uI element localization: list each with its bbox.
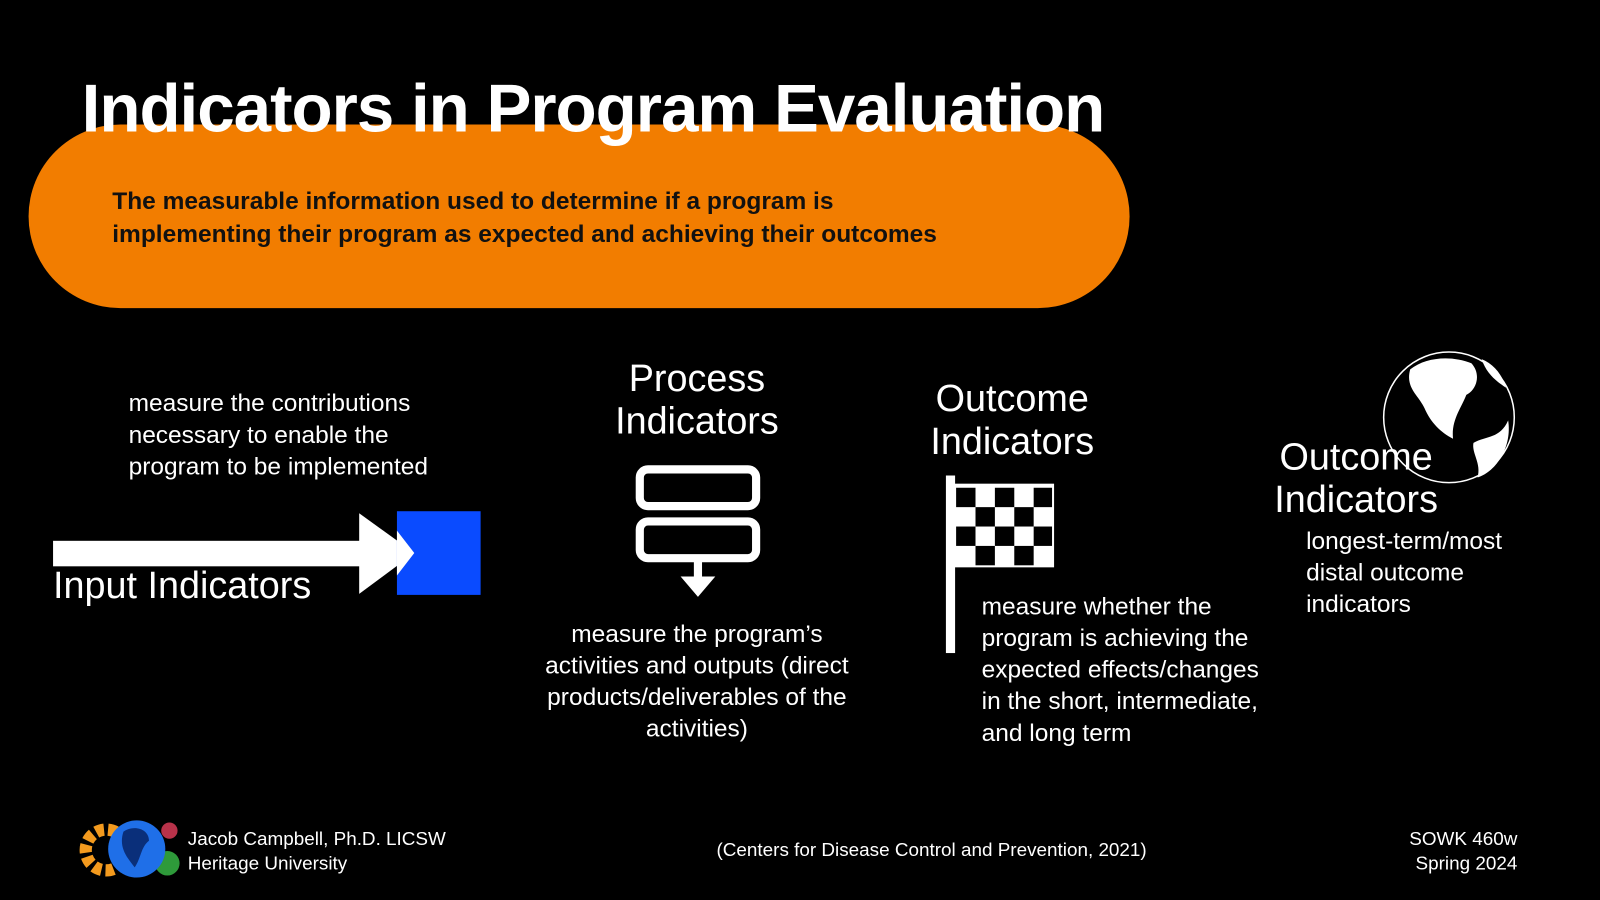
globe-icon xyxy=(1382,351,1516,484)
logo-icon xyxy=(79,820,180,878)
process-label: Process Indicators xyxy=(615,357,779,442)
arrow-right-icon xyxy=(53,511,481,595)
checkered-flag-icon xyxy=(945,475,1055,654)
process-description: measure the program’s activities and out… xyxy=(545,620,849,743)
course-code: SOWK 460w xyxy=(1409,827,1518,849)
author-name: Jacob Campbell, Ph.D. LICSW xyxy=(187,827,446,849)
impact-description: longest-term/most distal outcome indicat… xyxy=(1306,527,1503,619)
definition-banner xyxy=(28,124,1130,309)
institution: Heritage University xyxy=(187,852,348,874)
input-label: Input Indicators xyxy=(53,564,312,607)
definition-text: The measurable information used to deter… xyxy=(112,187,937,248)
term: Spring 2024 xyxy=(1415,852,1518,874)
outcome-description: measure whether the program is achieving… xyxy=(981,592,1259,747)
citation: (Centers for Disease Control and Prevent… xyxy=(716,838,1147,861)
outcome-label: Outcome Indicators xyxy=(930,377,1095,463)
impact-label: Outcome Indicators xyxy=(1274,435,1438,521)
input-description: measure the contributions necessary to e… xyxy=(128,389,429,481)
flowchart-icon xyxy=(635,465,761,597)
slide-title: Indicators in Program Evaluation xyxy=(81,70,1106,146)
